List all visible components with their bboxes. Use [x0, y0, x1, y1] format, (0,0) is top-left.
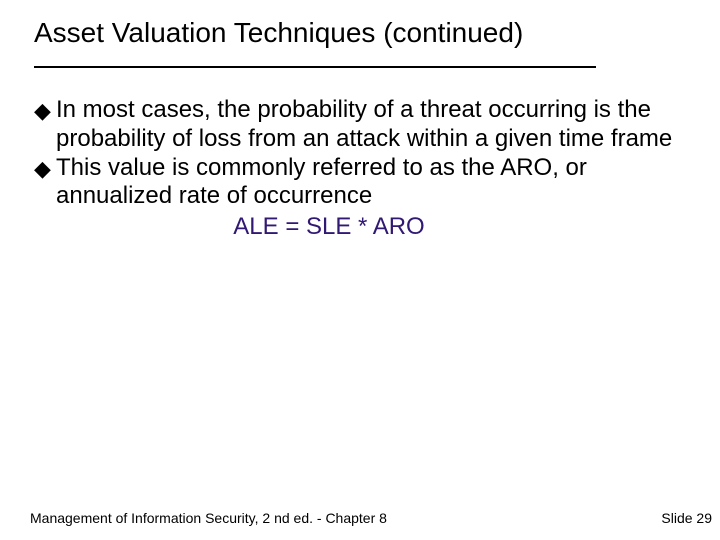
diamond-bullet-icon: ◆	[34, 97, 56, 125]
footer-source: Management of Information Security, 2 nd…	[30, 510, 387, 526]
diamond-bullet-icon: ◆	[34, 155, 56, 183]
bullet-text: This value is commonly referred to as th…	[56, 154, 684, 212]
title-underline	[34, 66, 596, 68]
slide-body: ◆ In most cases, the probability of a th…	[34, 96, 684, 242]
slide-title: Asset Valuation Techniques (continued)	[34, 18, 523, 49]
bullet-text: In most cases, the probability of a thre…	[56, 96, 684, 154]
bullet-item: ◆ In most cases, the probability of a th…	[34, 96, 684, 154]
footer-slide-number: Slide 29	[661, 510, 712, 526]
slide: Asset Valuation Techniques (continued) ◆…	[0, 0, 720, 540]
formula-text: ALE = SLE * ARO	[34, 213, 624, 242]
bullet-item: ◆ This value is commonly referred to as …	[34, 154, 684, 212]
